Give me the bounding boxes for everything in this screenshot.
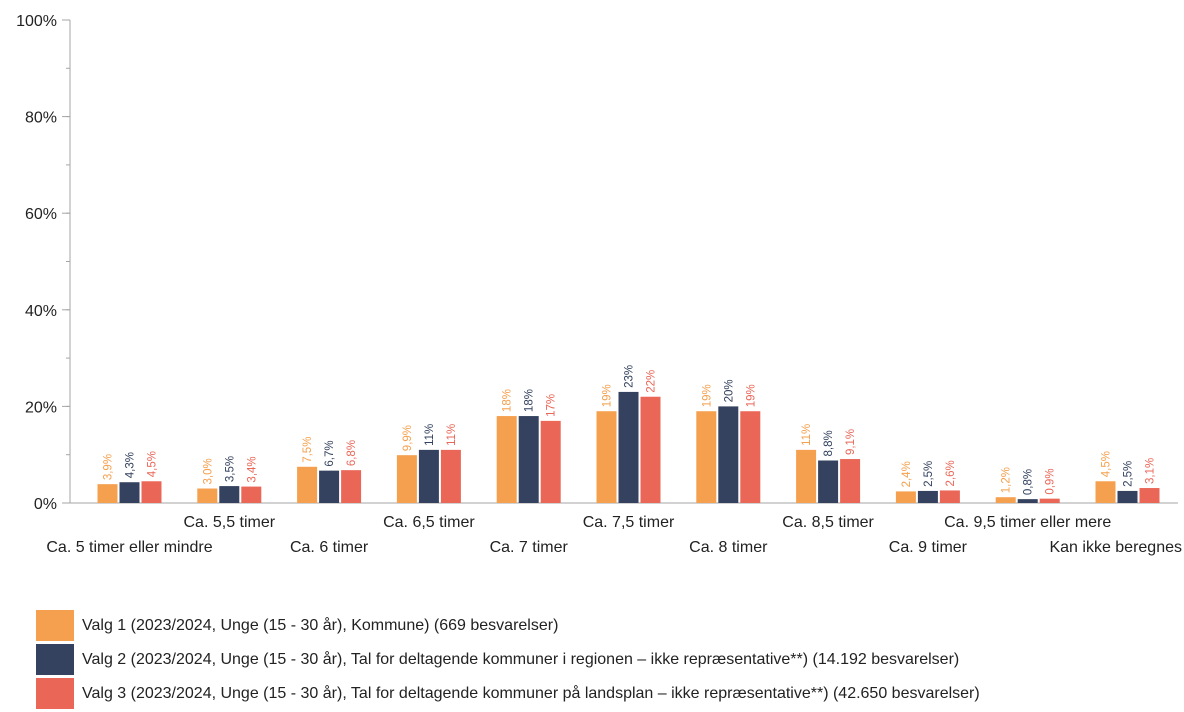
- bar-value-label: 18%: [502, 389, 514, 412]
- bar-value-label: 18%: [524, 389, 536, 412]
- x-category-label: Ca. 6,5 timer: [383, 514, 475, 531]
- x-category-label: Ca. 9,5 timer eller mere: [944, 514, 1111, 531]
- x-category-label: Ca. 9 timer: [889, 539, 968, 556]
- bar: [917, 490, 938, 503]
- bar-value-label: 0,8%: [1023, 469, 1035, 495]
- bar: [319, 470, 340, 503]
- bar-value-label: 3,5%: [224, 456, 236, 482]
- legend-swatch: [36, 644, 74, 675]
- bar: [895, 491, 916, 503]
- bar-value-label: 6,8%: [346, 440, 358, 466]
- bar: [197, 488, 218, 503]
- bar-value-label: 2,6%: [945, 460, 957, 486]
- bar-value-label: 3,0%: [202, 458, 214, 484]
- y-tick-label: 100%: [16, 13, 57, 30]
- y-tick-label: 40%: [25, 303, 57, 320]
- bar-value-label: 22%: [646, 370, 658, 393]
- bar-value-label: 11%: [446, 424, 458, 446]
- y-tick-label: 60%: [25, 206, 57, 223]
- bar: [640, 396, 661, 503]
- bar: [939, 490, 960, 503]
- bar: [241, 486, 262, 503]
- bar: [1139, 488, 1160, 503]
- bar: [540, 420, 561, 503]
- bar-value-label: 19%: [602, 384, 614, 407]
- bar-value-label: 9,9%: [402, 425, 414, 451]
- bar-value-label: 11%: [424, 424, 436, 446]
- bar: [596, 411, 617, 503]
- legend-swatch: [36, 610, 74, 641]
- bar-value-label: 19%: [701, 384, 713, 407]
- x-category-label: Ca. 5 timer eller mindre: [46, 539, 212, 556]
- bar-value-label: 2,4%: [901, 461, 913, 487]
- bar: [518, 416, 539, 503]
- legend-swatch: [36, 678, 74, 709]
- bar: [418, 449, 439, 503]
- bar-value-label: 23%: [624, 365, 636, 388]
- bar-value-label: 20%: [723, 379, 735, 402]
- bar: [341, 470, 362, 503]
- bar-value-label: 1,2%: [1001, 467, 1013, 493]
- bar-value-label: 7,5%: [302, 437, 314, 463]
- bar: [1039, 498, 1060, 503]
- bars: [97, 391, 1160, 503]
- bar: [618, 391, 639, 503]
- legend-item: Valg 1 (2023/2024, Unge (15 - 30 år), Ko…: [36, 610, 1176, 641]
- bar-value-label: 0,9%: [1045, 468, 1057, 494]
- bar-labels: 3,9% 4,3% 4,5% 3,0% 3,5% 3,4% 7,5% 6,7% 6,8% 9,9%…: [103, 365, 1157, 495]
- x-category-label: Ca. 7,5 timer: [583, 514, 675, 531]
- x-category-label: Ca. 7 timer: [490, 539, 569, 556]
- bar-value-label: 4,5%: [1101, 451, 1113, 477]
- x-category-label: Ca. 8 timer: [689, 539, 768, 556]
- y-tick-label: 0%: [34, 496, 57, 513]
- bar: [440, 449, 461, 503]
- bar: [141, 481, 162, 503]
- bar-value-label: 17%: [546, 394, 558, 417]
- bar: [219, 486, 240, 503]
- bar-value-label: 8,8%: [823, 430, 835, 456]
- x-category-label: Ca. 5,5 timer: [184, 514, 276, 531]
- bar: [995, 497, 1016, 503]
- bar-value-label: 3,9%: [103, 454, 115, 480]
- x-axis-labels: Ca. 5 timer eller mindre Ca. 5,5 timer Ca.…: [46, 514, 1182, 556]
- y-tick-label: 80%: [25, 110, 57, 127]
- bar-value-label: 9,1%: [845, 429, 857, 455]
- bar: [818, 460, 839, 503]
- bar-value-label: 4,5%: [147, 451, 159, 477]
- bar: [1117, 490, 1138, 503]
- bar-value-label: 11%: [801, 424, 813, 446]
- bar: [796, 449, 817, 503]
- bar: [840, 459, 861, 503]
- bar-value-label: 2,5%: [1123, 461, 1135, 487]
- legend-label: Valg 3 (2023/2024, Unge (15 - 30 år), Ta…: [82, 684, 980, 702]
- bar: [119, 482, 140, 503]
- bar-value-label: 6,7%: [324, 440, 336, 466]
- legend-item: Valg 3 (2023/2024, Unge (15 - 30 år), Ta…: [36, 678, 1176, 709]
- legend-label: Valg 1 (2023/2024, Unge (15 - 30 år), Ko…: [82, 616, 559, 634]
- bar: [1095, 481, 1116, 503]
- legend-item: Valg 2 (2023/2024, Unge (15 - 30 år), Ta…: [36, 644, 1176, 675]
- bar-value-label: 3,4%: [246, 456, 258, 482]
- bar-value-label: 2,5%: [923, 461, 935, 487]
- x-category-label: Kan ikke beregnes: [1049, 539, 1182, 556]
- bar: [1017, 499, 1038, 503]
- bar: [696, 411, 717, 503]
- bar: [496, 416, 517, 503]
- bar: [740, 411, 761, 503]
- bar: [396, 455, 417, 503]
- bar: [297, 466, 318, 503]
- x-category-label: Ca. 6 timer: [290, 539, 369, 556]
- bar-value-label: 4,3%: [125, 452, 137, 478]
- bar-value-label: 19%: [745, 384, 757, 407]
- y-tick-label: 20%: [25, 399, 57, 416]
- bar-value-label: 3,1%: [1145, 458, 1157, 484]
- legend: Valg 1 (2023/2024, Unge (15 - 30 år), Ko…: [36, 610, 1176, 712]
- legend-label: Valg 2 (2023/2024, Unge (15 - 30 år), Ta…: [82, 650, 960, 668]
- x-category-label: Ca. 8,5 timer: [782, 514, 874, 531]
- bar: [97, 484, 118, 503]
- bar-chart: 0%20%40%60%80%100% 3,9% 4,3% 4,5% 3,0% 3,5% 3…: [16, 13, 1182, 556]
- bar: [718, 406, 739, 503]
